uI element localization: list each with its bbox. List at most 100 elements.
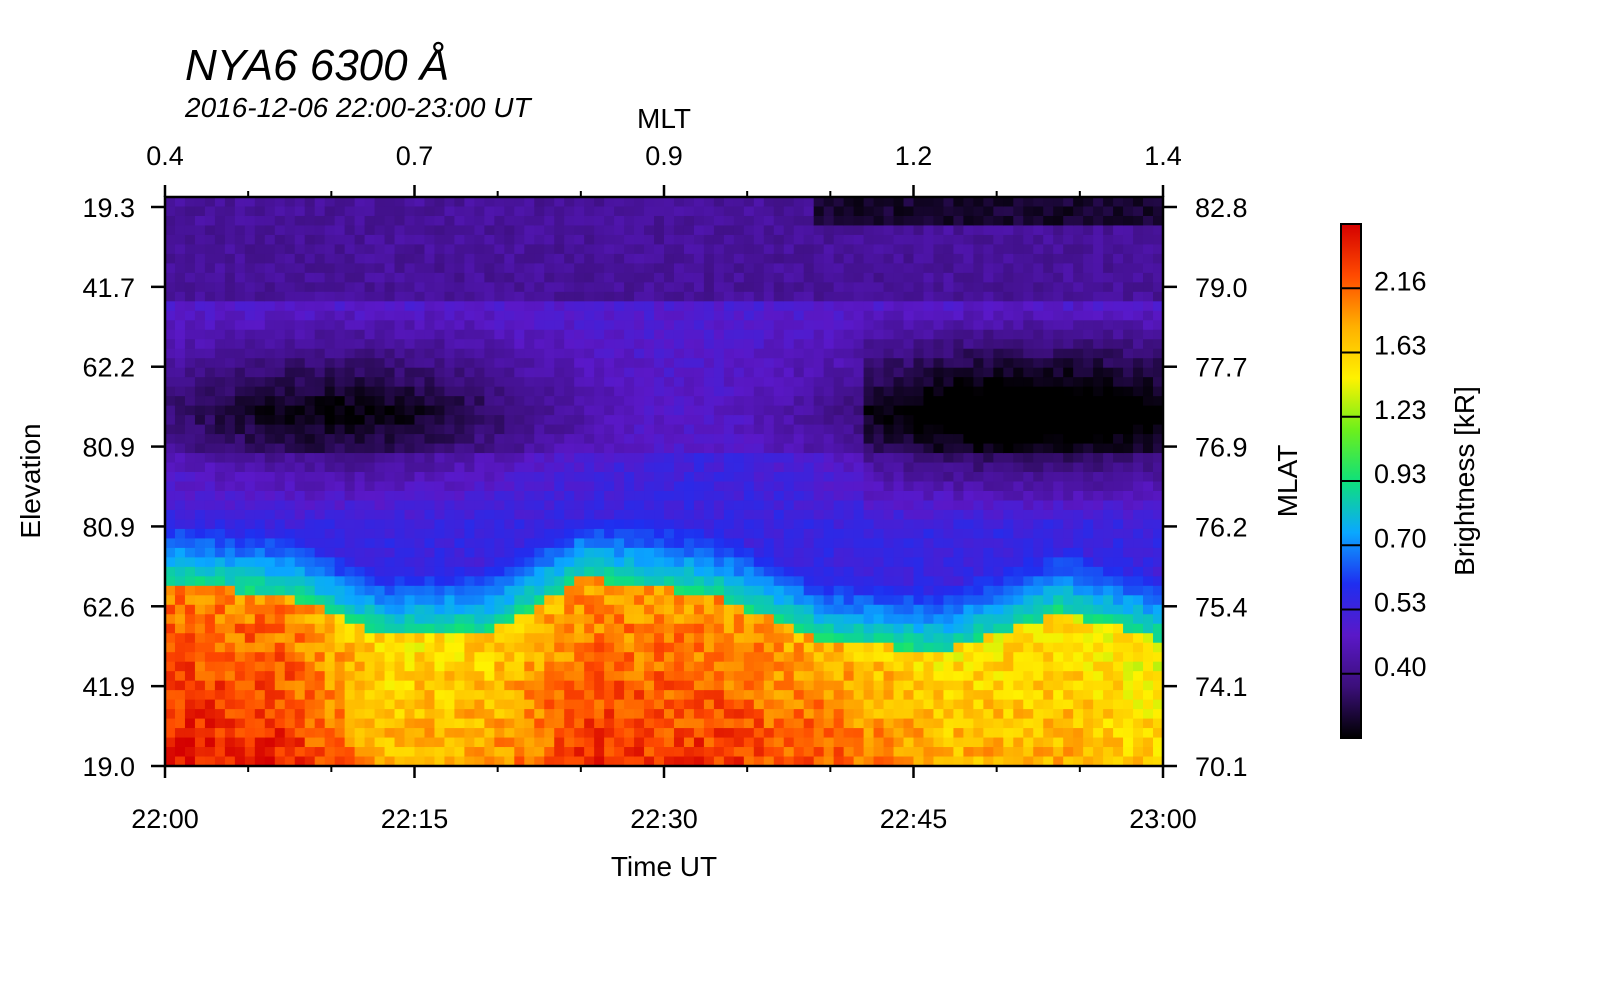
heatmap-cell [184,585,196,596]
heatmap-cell [594,301,605,312]
heatmap-cell [414,538,426,549]
heatmap-cell [444,633,456,644]
heatmap-cell [683,528,695,539]
heatmap-cell [604,310,615,321]
heatmap-cell [634,633,645,644]
heatmap-cell [664,329,675,340]
heatmap-cell [294,547,306,558]
heatmap-cell [594,282,605,293]
heatmap-cell [444,282,456,293]
heatmap-cell [813,585,825,596]
heatmap-cell [763,291,775,302]
heatmap-cell [574,633,585,644]
heatmap-cell [584,367,595,378]
heatmap-cell [434,234,446,246]
heatmap-cell [544,358,555,369]
heatmap-cell [783,614,795,625]
heatmap-cell [284,538,296,549]
heatmap-cell [763,576,775,587]
heatmap-cell [424,443,436,454]
heatmap-cell [843,225,855,236]
heatmap-cell [474,197,485,208]
heatmap-cell [314,661,326,672]
heatmap-cell [803,728,815,739]
heatmap-cell [713,396,725,407]
heatmap-cell [733,272,745,283]
heatmap-cell [234,585,246,596]
heatmap-cell [693,253,705,264]
heatmap-cell [554,747,565,758]
heatmap-cell [214,244,226,255]
heatmap-cell [524,528,535,539]
heatmap-cell [923,301,935,312]
heatmap-cell [564,434,575,445]
heatmap-cell [823,301,835,312]
heatmap-cell [394,339,406,350]
heatmap-cell [214,528,226,539]
heatmap-cell [634,737,645,748]
heatmap-cell [434,339,446,350]
heatmap-cell [963,680,974,691]
heatmap-cell [843,709,855,720]
heatmap-cell [224,671,236,682]
heatmap-cell [753,244,765,255]
heatmap-cell [803,253,815,264]
heatmap-cell [374,690,386,701]
heatmap-cell [903,652,915,663]
heatmap-cell [614,566,625,577]
heatmap-cell [813,557,825,568]
heatmap-cell [384,244,396,255]
heatmap-cell [254,604,266,615]
heatmap-cell [554,424,565,435]
heatmap-cell [873,557,885,568]
heatmap-cell [224,472,236,483]
heatmap-cell [354,709,366,720]
heatmap-cell [604,367,615,378]
heatmap-cell [554,661,565,672]
heatmap-cell [494,405,505,416]
heatmap-cell [743,310,755,321]
heatmap-cell [364,462,376,473]
heatmap-cell [783,367,795,378]
heatmap-cell [673,652,685,663]
heatmap-cell [524,661,535,672]
heatmap-cell [883,197,895,208]
heatmap-cell [254,225,266,236]
heatmap-cell [883,377,895,388]
heatmap-cell [723,756,735,766]
heatmap-cell [244,367,256,378]
heatmap-cell [244,329,256,340]
heatmap-cell [524,595,535,606]
heatmap-cell [664,595,675,606]
heatmap-cell [404,320,416,331]
heatmap-cell [963,244,974,255]
heatmap-cell [683,623,695,634]
heatmap-cell [454,225,465,236]
heatmap-cell [823,699,835,710]
heatmap-cell [614,415,625,426]
heatmap-cell [673,557,685,568]
heatmap-cell [524,434,535,445]
heatmap-cell [923,225,935,236]
heatmap-cell [444,462,456,473]
heatmap-cell [594,528,605,539]
heatmap-cell [634,443,645,454]
heatmap-cell [494,576,505,587]
heatmap-cell [474,519,485,530]
heatmap-cell [683,576,695,587]
heatmap-cell [753,661,765,672]
heatmap-cell [544,528,555,539]
heatmap-cell [514,642,525,653]
heatmap-cell [274,728,286,739]
heatmap-cell [913,557,925,568]
heatmap-cell [274,699,286,710]
heatmap-cell [913,652,925,663]
heatmap-cell [424,747,436,758]
heatmap-cell [414,709,426,720]
heatmap-cell [524,405,535,416]
heatmap-cell [334,291,346,302]
heatmap-cell [374,604,386,615]
heatmap-cell [723,595,735,606]
heatmap-cell [284,225,296,236]
heatmap-cell [723,747,735,758]
